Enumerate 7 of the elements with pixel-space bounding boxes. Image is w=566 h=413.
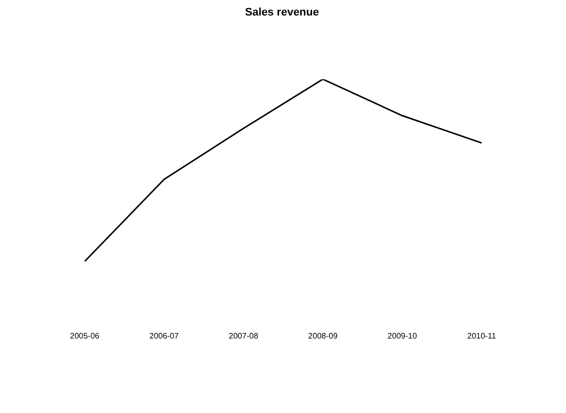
x-tick-label: 2009-10 — [388, 331, 418, 340]
x-tick-label: 2006-07 — [149, 331, 180, 340]
x-tick-label: 2008-09 — [308, 331, 338, 340]
x-tick-label: 2010-11 — [467, 331, 497, 340]
x-tick-label: 2007-08 — [228, 331, 259, 340]
chart-title: Sales revenue — [245, 6, 319, 19]
x-tick-label: 2005-06 — [70, 331, 100, 340]
